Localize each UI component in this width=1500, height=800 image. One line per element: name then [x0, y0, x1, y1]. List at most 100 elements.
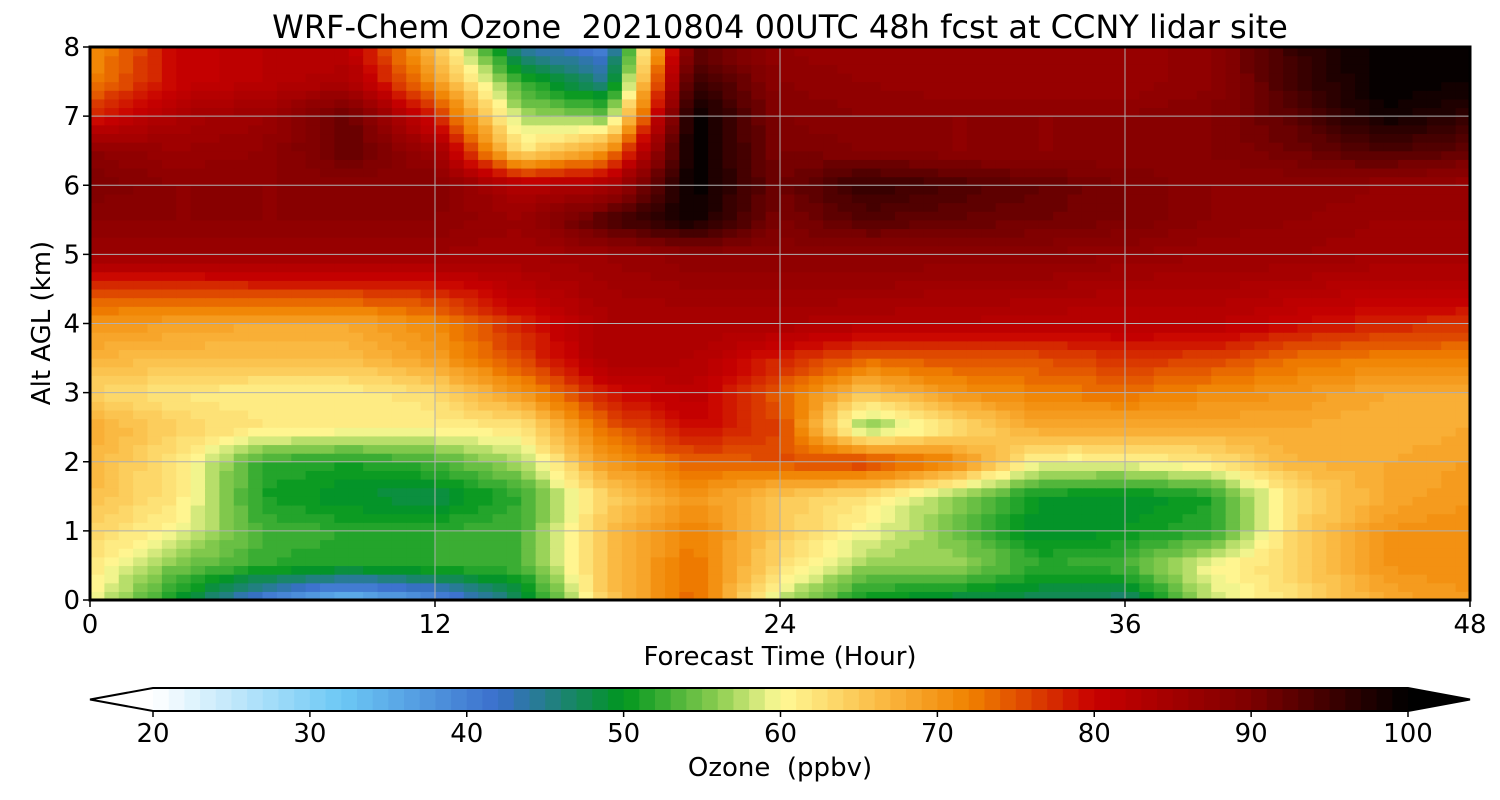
heatmap-cell	[1383, 159, 1399, 169]
heatmap-cell	[262, 565, 278, 575]
heatmap-cell	[1369, 496, 1385, 506]
heatmap-cell	[262, 349, 278, 359]
heatmap-cell	[90, 479, 105, 489]
heatmap-cell	[995, 409, 1011, 420]
heatmap-cell	[578, 211, 594, 221]
heatmap-cell	[1311, 237, 1327, 247]
heatmap-cell	[564, 409, 580, 420]
heatmap-cell	[808, 427, 824, 437]
heatmap-cell	[406, 401, 422, 411]
heatmap-cell	[751, 159, 767, 169]
heatmap-cell	[1010, 323, 1025, 333]
heatmap-cell	[320, 565, 335, 575]
heatmap-cell	[334, 548, 350, 558]
heatmap-cell	[1153, 202, 1169, 212]
heatmap-cell	[205, 211, 220, 221]
heatmap-cell	[219, 409, 235, 420]
heatmap-cell	[1225, 176, 1241, 186]
heatmap-cell	[205, 487, 220, 497]
heatmap-cell	[823, 297, 839, 307]
heatmap-cell	[334, 254, 350, 264]
heatmap-cell	[161, 453, 177, 463]
heatmap-cell	[1024, 219, 1040, 230]
heatmap-cell	[291, 358, 307, 368]
heatmap-cell	[535, 513, 551, 523]
heatmap-cell	[1038, 271, 1054, 281]
heatmap-cell	[736, 349, 752, 359]
heatmap-cell	[406, 565, 422, 575]
heatmap-cell	[1067, 254, 1083, 264]
heatmap-cell	[679, 539, 695, 549]
heatmap-cell	[952, 211, 968, 221]
heatmap-cell	[391, 409, 407, 420]
heatmap-cell	[909, 530, 925, 541]
heatmap-cell	[90, 409, 105, 420]
heatmap-cell	[880, 228, 896, 238]
heatmap-cell	[1355, 271, 1370, 281]
heatmap-cell	[1398, 280, 1414, 290]
heatmap-cell	[1211, 237, 1227, 247]
heatmap-cell	[794, 539, 810, 549]
heatmap-cell	[133, 297, 149, 307]
heatmap-cell	[1211, 159, 1227, 169]
heatmap-cell	[578, 539, 594, 549]
heatmap-cell	[104, 176, 120, 186]
heatmap-cell	[938, 435, 954, 446]
heatmap-cell	[765, 358, 781, 368]
heatmap-cell	[1196, 340, 1212, 351]
heatmap-cell	[1326, 193, 1342, 204]
heatmap-cell	[1182, 366, 1198, 376]
heatmap-cell	[161, 392, 177, 402]
heatmap-cell	[492, 271, 508, 281]
heatmap-cell	[708, 176, 724, 186]
heatmap-cell	[449, 427, 465, 437]
heatmap-cell	[593, 176, 609, 186]
heatmap-cell	[291, 228, 307, 238]
heatmap-cell	[736, 470, 752, 480]
heatmap-cell	[406, 167, 422, 178]
heatmap-cell	[938, 496, 954, 506]
heatmap-cell	[722, 375, 738, 385]
heatmap-cell	[665, 219, 680, 230]
heatmap-cell	[291, 479, 307, 489]
heatmap-cell	[981, 487, 997, 497]
heatmap-cell	[420, 245, 436, 255]
heatmap-cell	[305, 513, 321, 523]
heatmap-cell	[1211, 496, 1227, 506]
heatmap-cell	[751, 418, 767, 428]
heatmap-cell	[636, 271, 652, 281]
heatmap-cell	[736, 314, 752, 325]
heatmap-cell	[1182, 349, 1198, 359]
heatmap-cell	[851, 228, 867, 238]
heatmap-cell	[506, 245, 522, 255]
heatmap-cell	[808, 159, 824, 169]
heatmap-cell	[808, 539, 824, 549]
heatmap-cell	[679, 530, 695, 541]
heatmap-cell	[923, 530, 939, 541]
heatmap-cell	[1211, 314, 1227, 325]
heatmap-cell	[1268, 513, 1284, 523]
heatmap-cell	[923, 591, 939, 600]
heatmap-cell	[506, 591, 522, 600]
heatmap-cell	[205, 591, 220, 600]
heatmap-cell	[1153, 582, 1169, 592]
heatmap-cell	[995, 263, 1011, 273]
heatmap-cell	[348, 193, 364, 204]
heatmap-cell	[650, 522, 666, 532]
heatmap-cell	[1398, 479, 1414, 489]
heatmap-cell	[1240, 254, 1255, 264]
heatmap-cell	[679, 219, 695, 230]
heatmap-cell	[334, 574, 350, 584]
heatmap-cell	[449, 375, 465, 385]
heatmap-cell	[909, 349, 925, 359]
heatmap-cell	[823, 496, 839, 506]
heatmap-cell	[363, 167, 379, 178]
heatmap-cell	[966, 280, 982, 290]
heatmap-cell	[938, 504, 954, 515]
heatmap-cell	[1139, 548, 1155, 558]
heatmap-cell	[1240, 271, 1255, 281]
heatmap-cell	[1024, 591, 1040, 600]
heatmap-cell	[607, 167, 623, 178]
heatmap-cell	[506, 280, 522, 290]
heatmap-cell	[895, 479, 910, 489]
